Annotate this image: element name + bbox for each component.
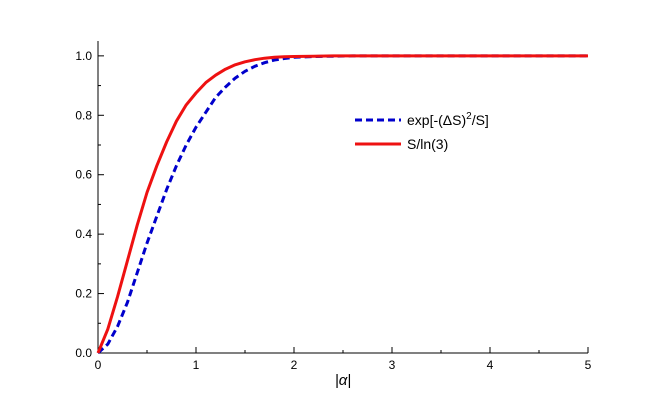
y-tick-label: 0.2	[75, 287, 92, 301]
x-tick-label: 2	[291, 358, 298, 372]
x-tick-label: 4	[487, 358, 494, 372]
x-axis-ticks: 0 1 2 3 4 5	[95, 347, 592, 372]
y-tick-label: 0.8	[75, 108, 92, 122]
y-tick-label: 1.0	[75, 49, 92, 63]
legend-label-1: exp[-(ΔS)2/S]	[407, 111, 489, 128]
x-tick-label: 5	[585, 358, 592, 372]
x-tick-label: 1	[193, 358, 200, 372]
y-axis-ticks: 0.0 0.2 0.4 0.6 0.8 1.0	[75, 49, 104, 360]
series-layer	[96, 54, 588, 355]
legend: exp[-(ΔS)2/S] S/ln(3)	[355, 111, 489, 152]
x-tick-label: 0	[95, 358, 102, 372]
y-tick-label: 0.0	[75, 346, 92, 360]
plot-frame	[97, 41, 588, 354]
y-tick-label: 0.6	[75, 168, 92, 182]
x-axis-label: |α|	[335, 372, 351, 389]
series-line-2	[96, 54, 588, 354]
y-tick-label: 0.4	[75, 227, 92, 241]
x-tick-label: 3	[389, 358, 396, 372]
series-line-1	[96, 54, 588, 355]
legend-label-2: S/ln(3)	[407, 136, 448, 152]
